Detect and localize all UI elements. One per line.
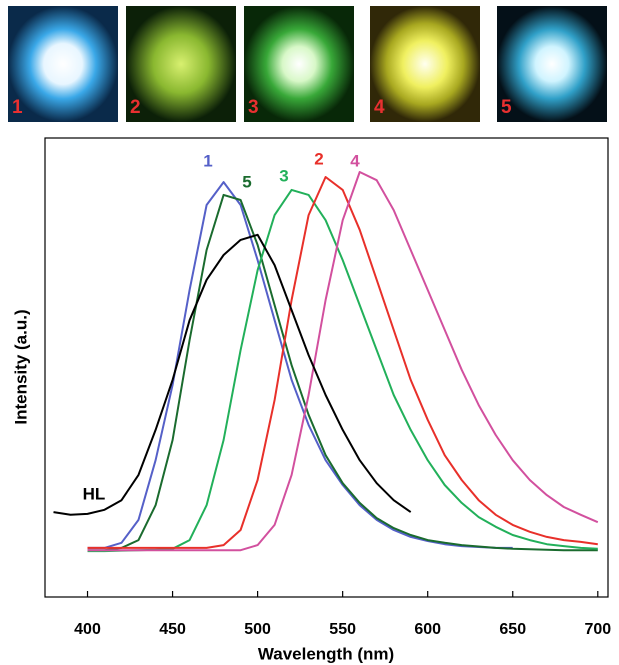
x-tick-label: 450 [159, 621, 186, 638]
series-label: 2 [314, 149, 323, 168]
photo-label: 3 [248, 97, 259, 118]
x-axis-title: Wavelength (nm) [258, 644, 394, 663]
photo-label: 2 [130, 97, 141, 118]
photo [497, 6, 607, 122]
photos: 1 2 3 4 5 [8, 6, 607, 122]
photo-label: 4 [374, 97, 385, 118]
x-tick-label: 600 [414, 621, 441, 638]
series-line [87, 188, 598, 553]
x-tick-label: 550 [329, 621, 356, 638]
series-line [87, 181, 513, 549]
series-label: 4 [350, 151, 360, 170]
series-label: 5 [242, 172, 251, 191]
photo-label: 5 [501, 97, 512, 118]
series-line [87, 176, 598, 549]
x-tick-label: 500 [244, 621, 271, 638]
x-tick-label: 700 [584, 621, 611, 638]
photo [244, 6, 354, 122]
photo [8, 6, 118, 122]
photo [370, 6, 480, 122]
series-line [53, 233, 412, 516]
x-tick-label: 400 [74, 621, 101, 638]
series-label: HL [83, 484, 106, 503]
series-line [87, 171, 599, 552]
x-tick-label: 650 [499, 621, 526, 638]
series-label: 1 [203, 151, 212, 170]
y-axis-title: Intensity (a.u.) [11, 309, 30, 424]
series-line [87, 193, 598, 552]
series-label: 3 [279, 166, 288, 185]
photo-label: 1 [12, 97, 23, 118]
photo [126, 6, 236, 122]
plot-frame [44, 137, 609, 598]
